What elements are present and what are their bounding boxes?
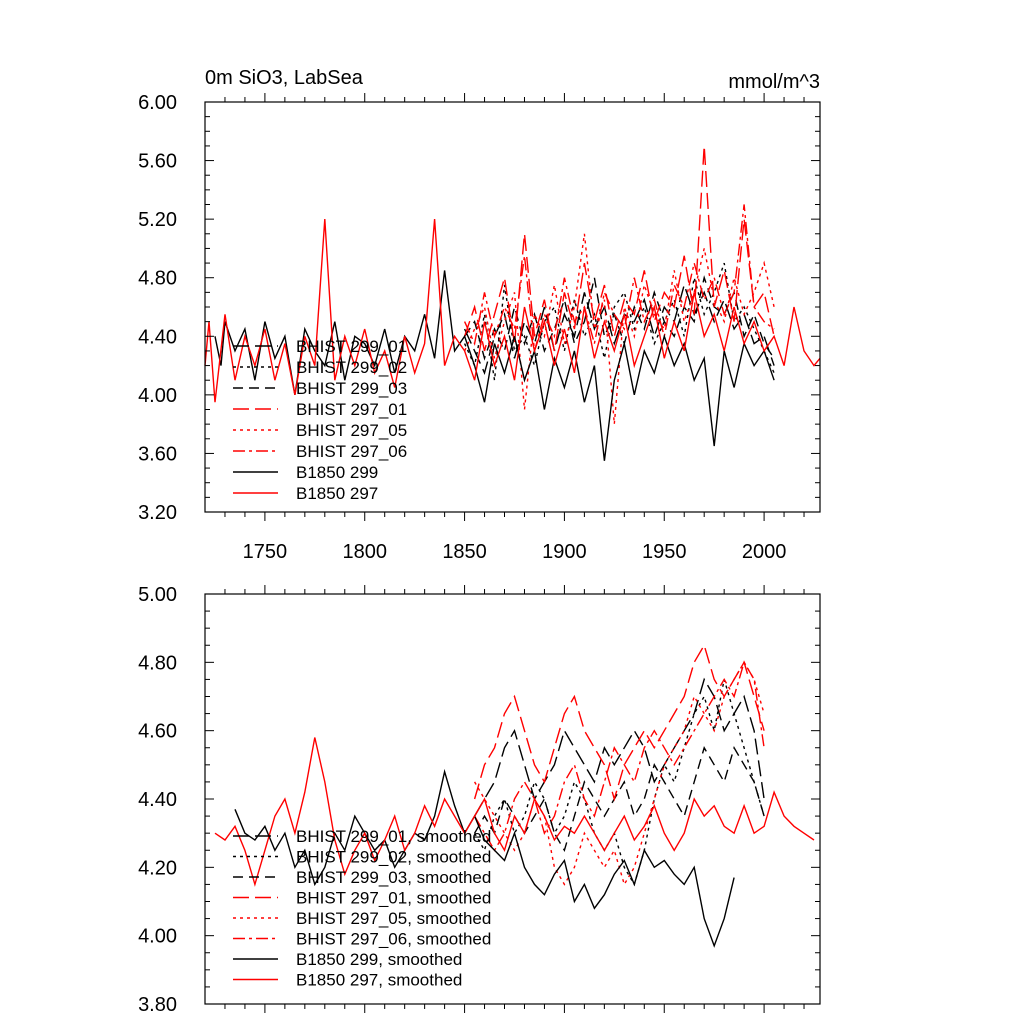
- x-tick-label: 1800: [342, 541, 387, 563]
- y-tick-label: 5.60: [138, 151, 177, 173]
- x-tick-label: 1950: [642, 541, 687, 563]
- legend-label: BHIST 297_06: [296, 442, 407, 461]
- series-line-1-0: [473, 677, 765, 817]
- y-tick-label: 4.40: [138, 326, 177, 348]
- y-tick-label: 3.20: [138, 502, 177, 524]
- y-tick-label: 6.00: [138, 92, 177, 114]
- series-line-1-6: [234, 768, 735, 948]
- y-tick-label: 4.00: [138, 926, 177, 948]
- legend-label: BHIST 297_06, smoothed: [296, 930, 491, 949]
- legend-label: BHIST 297_05: [296, 421, 407, 440]
- y-tick-label: 4.80: [138, 268, 177, 290]
- series-line-0-7: [204, 219, 821, 403]
- legend-label: BHIST 299_01: [296, 337, 407, 356]
- chart-title: 0m SiO3, LabSea: [205, 67, 364, 89]
- series-line-1-4: [473, 660, 765, 887]
- y-tick-label: 4.60: [138, 721, 177, 743]
- legend-label: B1850 297: [296, 484, 378, 503]
- series-line-0-1: [463, 262, 775, 381]
- legend-label: B1850 299, smoothed: [296, 950, 462, 969]
- y-tick-label: 5.20: [138, 209, 177, 231]
- legend-label: BHIST 299_02: [296, 358, 407, 377]
- x-tick-label: 1750: [243, 541, 288, 563]
- legend-label: BHIST 297_05, smoothed: [296, 909, 491, 928]
- legend-label: BHIST 299_03: [296, 379, 407, 398]
- series-line-0-2: [464, 275, 775, 361]
- series-line-0-4: [463, 233, 775, 425]
- series-line-1-7: [214, 737, 815, 887]
- upper-panel: 3.20 3.60 4.00 4.40 4.80 5.20 5.60 6.00 1750 1800…: [138, 67, 821, 563]
- series-line-1-2: [473, 746, 765, 853]
- legend-label: BHIST 297_01, smoothed: [296, 889, 491, 908]
- series-line-0-3: [463, 145, 775, 352]
- y-tick-label: 4.80: [138, 652, 177, 674]
- y-tick-label: 5.00: [138, 584, 177, 606]
- series-line-0-0: [463, 282, 775, 375]
- x-tick-label: 1850: [442, 541, 487, 563]
- y-tick-label: 4.40: [138, 789, 177, 811]
- legend-label: BHIST 299_01, smoothed: [296, 827, 491, 846]
- series-line-0-5: [463, 204, 775, 352]
- lower-panel: 3.80 4.00 4.20 4.40 4.60 4.80 5.00 BHIST 299_01…: [138, 584, 821, 1016]
- y-tick-label: 3.60: [138, 443, 177, 465]
- series-line-1-1: [473, 679, 765, 887]
- legend-label: B1850 297, smoothed: [296, 971, 462, 990]
- y-tick-label: 3.80: [138, 994, 177, 1016]
- legend-label: BHIST 297_01: [296, 400, 407, 419]
- x-tick-label: 2000: [742, 541, 787, 563]
- units-label: mmol/m^3: [728, 71, 820, 93]
- legend-label: B1850 299: [296, 463, 378, 482]
- y-tick-label: 4.20: [138, 857, 177, 879]
- legend-label: BHIST 299_03, smoothed: [296, 868, 491, 887]
- series-line-1-3: [473, 643, 765, 802]
- y-tick-label: 4.00: [138, 385, 177, 407]
- legend-label: BHIST 299_02, smoothed: [296, 848, 491, 867]
- x-tick-label: 1900: [542, 541, 587, 563]
